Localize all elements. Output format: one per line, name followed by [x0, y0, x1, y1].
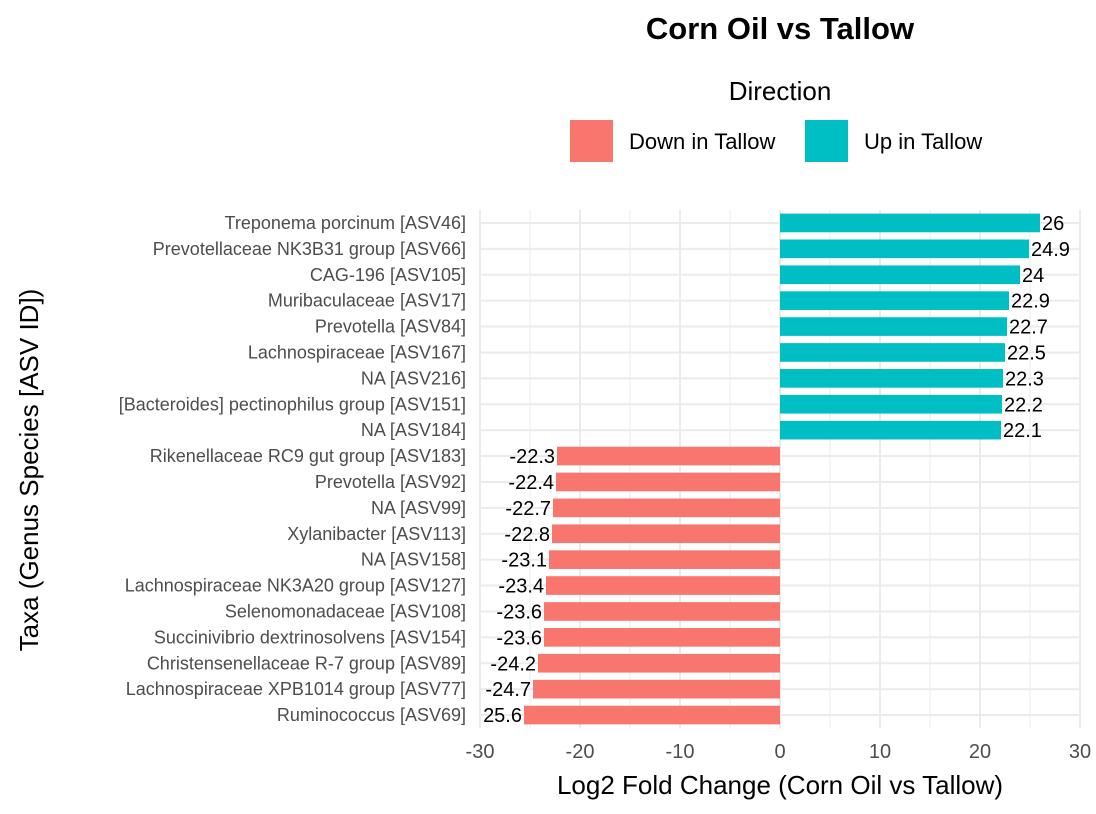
x-tick-label: 30 — [1069, 741, 1091, 763]
data-label: 22.5 — [1007, 342, 1046, 364]
data-label: 24.9 — [1031, 239, 1070, 261]
data-label: -22.4 — [508, 472, 554, 494]
bar — [544, 602, 780, 621]
bar — [533, 679, 780, 699]
y-tick-label: Rikenellaceae RC9 gut group [ASV183] — [150, 446, 466, 466]
bar — [780, 291, 1009, 310]
data-label: 22.7 — [1009, 317, 1048, 339]
bar — [780, 317, 1007, 336]
y-tick-label: Treponema porcinum [ASV46] — [225, 213, 466, 233]
bar — [780, 369, 1003, 388]
x-tick-label: 0 — [774, 741, 785, 763]
y-tick-label: Muribaculaceae [ASV17] — [268, 291, 466, 311]
bar — [538, 653, 780, 673]
y-tick-label: Lachnospiraceae NK3A20 group [ASV127] — [125, 576, 466, 596]
y-tick-label: Christensenellaceae R-7 group [ASV89] — [147, 653, 466, 673]
y-tick-label: Ruminococcus [ASV69] — [277, 705, 466, 725]
bar — [780, 420, 1001, 440]
bar — [549, 550, 780, 569]
legend: Direction Down in Tallow Up in Tallow — [570, 76, 982, 162]
y-tick-label: Prevotellaceae NK3B31 group [ASV66] — [153, 239, 466, 259]
bar — [780, 265, 1020, 285]
data-label: 26 — [1042, 213, 1064, 235]
y-tick-label: Prevotella [ASV84] — [315, 317, 466, 337]
bar — [553, 498, 780, 518]
y-tick-label: Xylanibacter [ASV113] — [287, 524, 466, 544]
bar — [546, 576, 780, 595]
bar — [780, 239, 1029, 259]
bar — [544, 628, 780, 647]
y-tick-label: NA [ASV216] — [361, 368, 466, 388]
bar — [524, 705, 780, 725]
y-tick-label: Succinivibrio dextrinosolvens [ASV154] — [154, 627, 466, 647]
bar — [780, 213, 1040, 233]
x-axis-tick-labels: -30 -20 -10 0 10 20 30 — [466, 741, 1092, 763]
legend-label: Down in Tallow — [629, 129, 775, 154]
data-label: -23.6 — [496, 601, 542, 623]
y-tick-label: Lachnospiraceae XPB1014 group [ASV77] — [126, 679, 466, 699]
y-tick-label: NA [ASV99] — [371, 498, 466, 518]
data-label: 22.1 — [1003, 420, 1042, 442]
bars — [524, 213, 1040, 725]
y-tick-label: Lachnospiraceae [ASV167] — [248, 342, 466, 362]
gridlines — [479, 210, 1081, 728]
bar — [552, 524, 780, 544]
data-label: 24 — [1022, 265, 1044, 287]
legend-title: Direction — [729, 76, 832, 106]
bar — [557, 446, 780, 466]
data-label: -23.4 — [498, 576, 544, 598]
data-label: -22.7 — [505, 498, 551, 520]
data-label: -24.7 — [485, 679, 531, 701]
x-tick-label: 20 — [969, 741, 991, 763]
bar — [780, 394, 1002, 414]
data-labels: 26 24.9 24 22.9 22.7 22.5 22.3 22.2 22.1 -22.3 -22… — [483, 213, 1070, 727]
data-label: -23.1 — [501, 550, 547, 572]
y-axis-tick-labels: Treponema porcinum [ASV46] Prevotellaceae… — [119, 213, 466, 725]
data-label: 22.3 — [1005, 368, 1044, 390]
y-tick-label: CAG-196 [ASV105] — [310, 265, 466, 285]
data-label: 22.9 — [1011, 291, 1050, 313]
x-tick-label: -20 — [566, 741, 595, 763]
bar — [556, 472, 780, 492]
chart-title: Corn Oil vs Tallow — [646, 11, 915, 46]
y-tick-label: NA [ASV158] — [361, 550, 466, 570]
y-tick-label: [Bacteroides] pectinophilus group [ASV15… — [119, 394, 466, 414]
data-label: -22.3 — [509, 446, 555, 468]
y-axis-title: Taxa (Genus Species [ASV ID]) — [14, 289, 44, 652]
data-label: -23.6 — [496, 627, 542, 649]
data-label: -24.2 — [490, 653, 536, 675]
x-tick-label: 10 — [869, 741, 891, 763]
data-label: 22.2 — [1004, 394, 1043, 416]
data-label: 25.6 — [483, 705, 522, 727]
data-label: -22.8 — [504, 524, 550, 546]
legend-swatch — [805, 120, 848, 162]
x-tick-label: -10 — [666, 741, 695, 763]
y-tick-label: NA [ASV184] — [361, 420, 466, 440]
y-tick-label: Selenomonadaceae [ASV108] — [225, 601, 466, 621]
x-tick-label: -30 — [466, 741, 495, 763]
y-tick-label: Prevotella [ASV92] — [315, 472, 466, 492]
bar — [780, 343, 1005, 362]
legend-label: Up in Tallow — [864, 129, 982, 154]
x-axis-title: Log2 Fold Change (Corn Oil vs Tallow) — [557, 770, 1003, 800]
legend-swatch — [570, 120, 613, 162]
